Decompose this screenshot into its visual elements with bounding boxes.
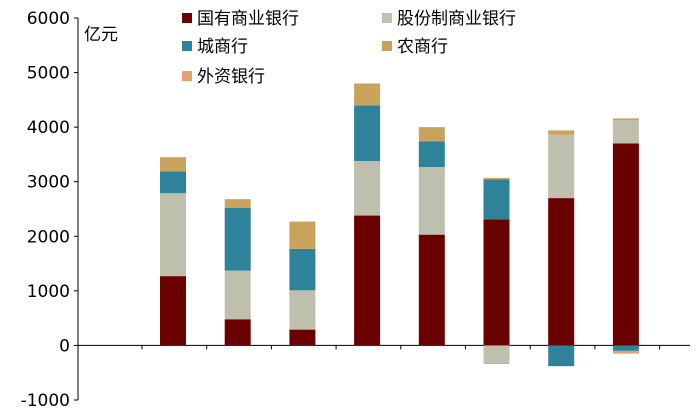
- bar-segment: [289, 329, 316, 346]
- bar-segment: [418, 166, 445, 235]
- bar-segment: [612, 345, 639, 351]
- y-tick-label: 6000: [27, 9, 70, 29]
- bar-segment: [548, 345, 575, 367]
- bar-segment: [612, 118, 639, 121]
- bar-segment: [612, 143, 639, 346]
- legend-label: 外资银行: [197, 67, 265, 87]
- bar-segment: [289, 221, 316, 249]
- bar-segment: [548, 198, 575, 346]
- bar-segment: [418, 234, 445, 346]
- bar-segment: [224, 270, 251, 320]
- y-tick-label: 2000: [27, 227, 70, 247]
- bars: [160, 83, 639, 367]
- y-tick-label: -1000: [21, 391, 70, 411]
- y-tick-label: 3000: [27, 173, 70, 193]
- bar-segment: [483, 219, 510, 346]
- legend-swatch: [182, 71, 192, 81]
- legend-label: 农商行: [397, 37, 448, 57]
- bar-segment: [354, 105, 381, 161]
- legend-label: 国有商业银行: [197, 9, 299, 29]
- bar-segment: [418, 141, 445, 167]
- bar-segment: [483, 362, 510, 364]
- bar-segment: [548, 134, 575, 199]
- bar-segment: [612, 350, 639, 354]
- bar-segment: [548, 130, 575, 135]
- legend-swatch: [382, 13, 392, 23]
- bar-segment: [354, 215, 381, 346]
- bar-segment: [224, 319, 251, 346]
- bar-segment: [224, 207, 251, 271]
- y-tick-label: 1000: [27, 282, 70, 302]
- legend-swatch: [182, 13, 192, 23]
- legend-label: 城商行: [197, 37, 248, 57]
- bar-segment: [418, 127, 445, 142]
- legend-label: 股份制商业银行: [397, 9, 516, 29]
- bar-segment: [224, 199, 251, 208]
- bar-segment: [160, 171, 186, 194]
- y-tick-label: 4000: [27, 118, 70, 138]
- y-tick-labels: 6000 5000 4000 3000 2000 1000 0 -1000: [21, 9, 661, 411]
- bar-segment: [289, 248, 316, 291]
- bar-segment: [289, 290, 316, 330]
- bar-segment: [483, 179, 510, 220]
- bar-segment: [160, 157, 186, 172]
- y-tick-label: 0: [59, 336, 70, 356]
- bar-segment: [354, 83, 381, 106]
- bar-segment: [612, 120, 639, 144]
- legend-swatch: [382, 41, 392, 51]
- bar-segment: [160, 276, 186, 346]
- bar-segment: [354, 160, 381, 216]
- y-tick-label: 5000: [27, 64, 70, 84]
- bar-segment: [483, 345, 510, 363]
- y-axis-unit-label: 亿元: [84, 25, 118, 45]
- bar-segment: [483, 177, 510, 180]
- legend-swatch: [182, 41, 192, 51]
- bar-segment: [160, 193, 186, 277]
